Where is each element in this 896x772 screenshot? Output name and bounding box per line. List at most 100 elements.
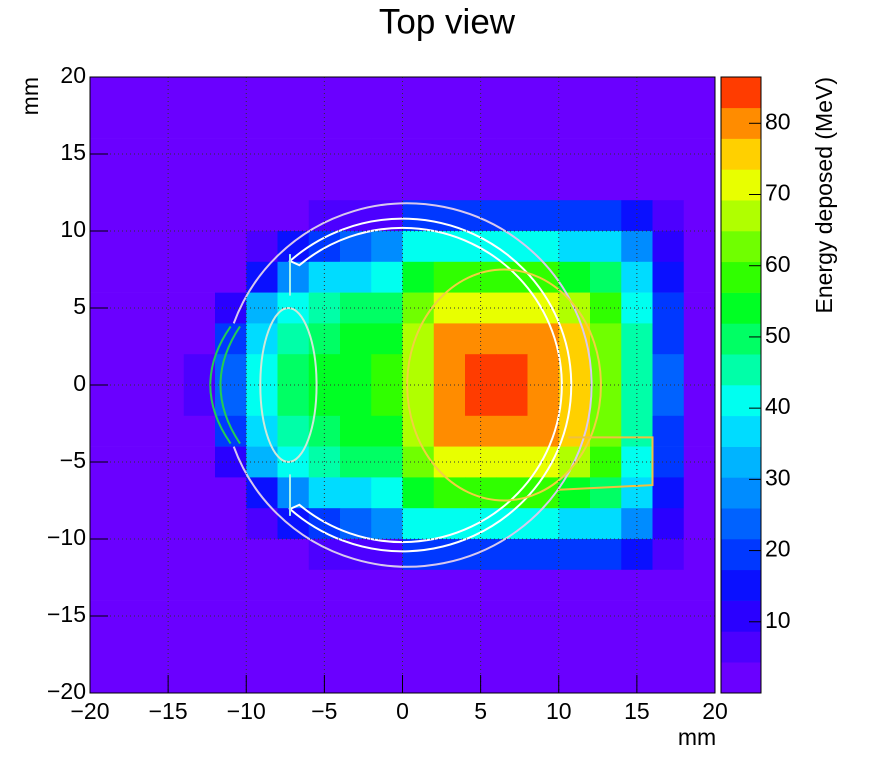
heat-cell — [246, 200, 278, 232]
heat-cell — [683, 662, 716, 694]
heat-cell — [652, 107, 685, 139]
heat-cell — [590, 631, 622, 663]
heat-cell — [652, 539, 685, 571]
colorbar-band — [721, 508, 761, 540]
heat-cell — [90, 539, 122, 571]
colorbar-band — [721, 354, 761, 386]
heat-cell — [308, 169, 341, 201]
heat-cell — [558, 231, 591, 263]
heat-cell — [558, 77, 591, 109]
heat-cell — [340, 569, 372, 601]
heat-cell — [496, 477, 528, 509]
heat-cell — [433, 539, 466, 571]
heat-cell — [121, 569, 153, 601]
heat-cell — [340, 385, 372, 417]
y-tick-label: 20 — [60, 62, 86, 88]
heat-cell — [215, 261, 247, 293]
heat-cell — [121, 77, 153, 109]
heat-cell — [121, 508, 153, 540]
heat-cell — [496, 354, 528, 386]
heat-cell — [433, 631, 466, 663]
heat-cell — [183, 169, 216, 201]
heat-cell — [558, 169, 591, 201]
heat-cell — [215, 415, 247, 447]
heat-cell — [215, 662, 247, 694]
heat-cell — [558, 477, 591, 509]
heat-cell — [277, 200, 310, 232]
colorbar-tick-label: 70 — [765, 180, 791, 206]
heat-cell — [683, 77, 716, 109]
heat-cell — [215, 231, 247, 263]
heat-cell — [246, 415, 278, 447]
heat-cell — [183, 107, 216, 139]
colorbar-band — [721, 477, 761, 509]
heat-cell — [558, 200, 591, 232]
heat-cell — [433, 169, 466, 201]
heat-cell — [652, 169, 685, 201]
heat-cell — [121, 415, 153, 447]
heat-cell — [152, 508, 185, 540]
lens-outline — [260, 308, 316, 462]
heat-cell — [496, 200, 528, 232]
heat-cell — [340, 200, 372, 232]
heat-cell — [90, 508, 122, 540]
heat-cell — [683, 231, 716, 263]
heat-cell — [183, 261, 216, 293]
heat-cell — [652, 231, 685, 263]
heat-cell — [402, 77, 435, 109]
x-tick-label: 5 — [474, 698, 487, 724]
heat-cell — [340, 415, 372, 447]
heat-cell — [246, 169, 278, 201]
heat-cell — [246, 231, 278, 263]
colorbar-band — [721, 600, 761, 632]
heat-cell — [215, 631, 247, 663]
nerve-outline — [559, 437, 653, 489]
heat-cell — [433, 107, 466, 139]
heat-cell — [683, 415, 716, 447]
heat-cell — [496, 569, 528, 601]
y-tick-label: −5 — [60, 447, 86, 473]
heat-cell — [121, 600, 153, 632]
heat-cell — [152, 169, 185, 201]
heat-cell — [433, 261, 466, 293]
heat-cell — [340, 107, 372, 139]
heat-cell — [402, 261, 435, 293]
heat-cell — [183, 539, 216, 571]
heat-cell — [215, 508, 247, 540]
heat-cell — [527, 508, 560, 540]
heat-cell — [496, 261, 528, 293]
heat-cell — [590, 138, 622, 170]
heat-cell — [308, 231, 341, 263]
heat-cell — [621, 508, 653, 540]
heat-cell — [652, 631, 685, 663]
heat-cell — [371, 354, 403, 386]
heat-cell — [621, 107, 653, 139]
heat-cell — [621, 77, 653, 109]
heat-cell — [527, 261, 560, 293]
heat-cell — [465, 107, 497, 139]
heat-cell — [652, 261, 685, 293]
heat-cell — [590, 539, 622, 571]
heat-cell — [683, 385, 716, 417]
heat-cell — [215, 323, 247, 355]
colorbar-tick-label: 60 — [765, 251, 791, 277]
heat-cell — [496, 385, 528, 417]
heat-cell — [621, 415, 653, 447]
heat-cell — [433, 138, 466, 170]
heat-cell — [90, 200, 122, 232]
x-tick-label: −15 — [149, 698, 188, 724]
heat-cell — [152, 415, 185, 447]
heat-cell — [215, 77, 247, 109]
heat-cell — [590, 415, 622, 447]
heat-cell — [433, 477, 466, 509]
heat-cell — [371, 508, 403, 540]
heat-cell — [590, 261, 622, 293]
heat-cell — [590, 662, 622, 694]
heat-cell — [340, 261, 372, 293]
heat-cell — [246, 107, 278, 139]
heat-cell — [558, 508, 591, 540]
heat-cell — [371, 77, 403, 109]
heat-cell — [527, 292, 560, 324]
heat-cell — [215, 477, 247, 509]
heat-cell — [121, 539, 153, 571]
